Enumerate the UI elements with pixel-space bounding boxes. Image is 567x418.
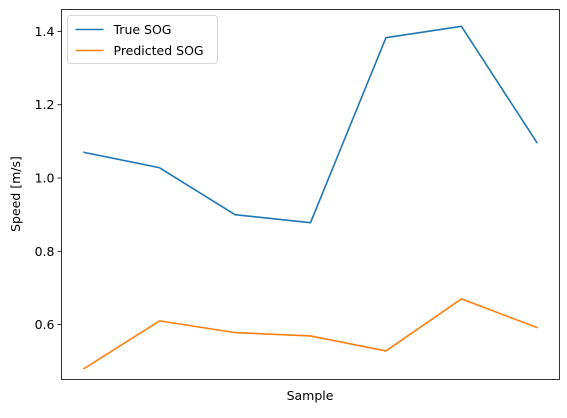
y-tick-label: 0.8 [35,244,55,259]
legend-label: True SOG [113,22,172,37]
y-axis: 0.6 0.8 1.0 1.2 1.4 [35,24,62,332]
plot-frame [62,10,560,380]
y-tick-label: 1.2 [35,97,55,112]
y-axis-label: Speed [m/s] [8,156,23,232]
series-layer [84,26,537,368]
legend-label: Predicted SOG [114,43,204,58]
y-tick-label: 1.4 [35,24,55,39]
legend: True SOG Predicted SOG [68,16,218,64]
y-tick-label: 1.0 [35,171,55,186]
x-axis-label: Sample [287,388,334,403]
y-tick-label: 0.6 [35,317,55,332]
series-line-predicted-sog [84,299,537,369]
